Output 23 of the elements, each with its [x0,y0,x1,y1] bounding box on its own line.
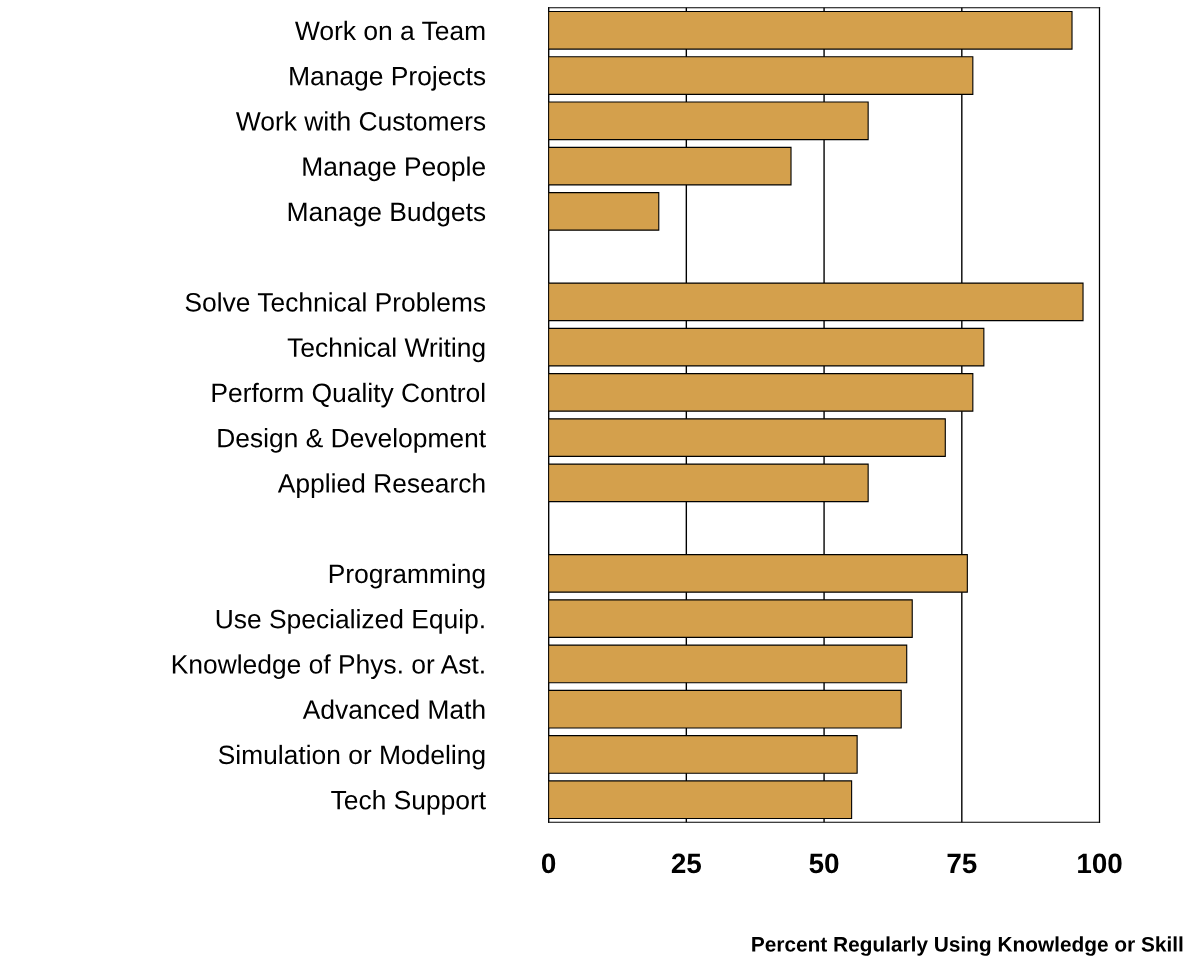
y-tick-label: Manage Budgets [288,201,486,227]
y-tick-label: Use Specialized Equip. [216,609,484,634]
y-tick-label: Tech Support [331,790,486,815]
x-tick-label: 50 [809,853,839,874]
y-tick-label: Solve Technical Problems [185,292,486,312]
x-tick-label: 0 [541,853,556,874]
y-tick-label: Simulation or Modeling [218,744,485,770]
y-tick-label: Programming [329,563,485,589]
y-tick-label: Work on a Team [295,20,485,41]
y-tick-label: Work with Customers [235,111,486,131]
y-tick-label: Advanced Math [302,699,485,719]
y-tick-label: Applied Research [277,473,485,498]
y-tick-label: Manage Projects [290,66,486,91]
y-tick-label: Design & Development [218,428,486,453]
x-axis-title: Percent Regularly Using Knowledge or Skill [752,936,1183,956]
x-tick-label: 25 [671,853,702,874]
y-tick-label: Perform Quality Control [212,382,485,408]
x-tick-label: 100 [1078,853,1122,874]
y-tick-label: Knowledge of Phys. or Ast. [172,654,484,679]
y-tick-label: Technical Writing [287,337,485,363]
x-tick-label: 75 [947,853,977,874]
y-tick-label: Manage People [303,156,485,182]
bar [548,192,660,231]
